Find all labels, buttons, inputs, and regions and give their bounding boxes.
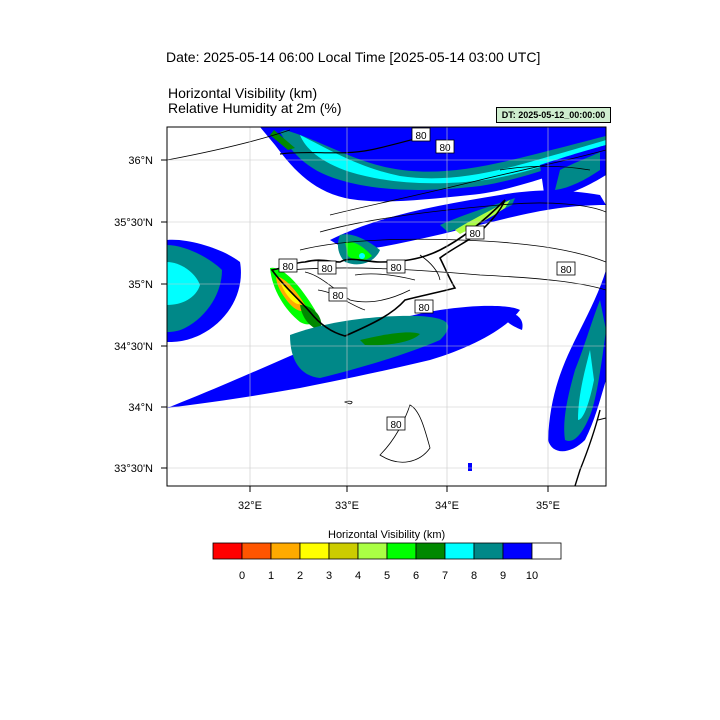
dt-badge: DT: 2025-05-12_00:00:00 [496, 107, 611, 123]
colorbar-swatch [328, 542, 359, 560]
colorbar [212, 542, 562, 560]
contour-label: 80 [321, 264, 333, 275]
lon-label: 33°E [335, 500, 359, 512]
colorbar-swatch [444, 542, 475, 560]
colorbar-swatch [531, 542, 562, 560]
colorbar-tick-label: 5 [383, 570, 391, 582]
colorbar-swatch [386, 542, 417, 560]
colorbar-tick-label: 6 [412, 570, 420, 582]
contour-label: 80 [415, 131, 427, 142]
lon-label: 35°E [536, 500, 560, 512]
colorbar-swatch [502, 542, 533, 560]
colorbar-tick-label: 2 [296, 570, 304, 582]
colorbar-tick-label: 0 [238, 570, 246, 582]
colorbar-swatch [299, 542, 330, 560]
map-field: 80 80 80 80 80 80 80 80 80 80 [167, 127, 606, 486]
lat-label: 34°30'N [114, 341, 153, 353]
colorbar-swatch [241, 542, 272, 560]
variable-label-humidity: Relative Humidity at 2m (%) [168, 100, 342, 116]
contour-label: 80 [282, 262, 294, 273]
contour-label: 80 [332, 291, 344, 302]
lat-label: 35°N [128, 279, 153, 291]
lon-label: 34°E [435, 500, 459, 512]
contour-label: 80 [418, 303, 430, 314]
contour-label: 80 [560, 265, 572, 276]
colorbar-swatch [270, 542, 301, 560]
contour-label: 80 [469, 229, 481, 240]
lat-label: 34°N [128, 402, 153, 414]
colorbar-swatch [357, 542, 388, 560]
graticule [167, 127, 606, 486]
colorbar-swatch [212, 542, 243, 560]
visibility-band-north [260, 127, 606, 202]
variable-label-visibility: Horizontal Visibility (km) [168, 85, 318, 101]
contour-label: 80 [390, 263, 402, 274]
contour-label: 80 [390, 420, 402, 431]
colorbar-tick-label: 4 [354, 570, 362, 582]
colorbar-tick-label: 9 [499, 570, 507, 582]
colorbar-tick-label: 1 [267, 570, 275, 582]
colorbar-swatch [415, 542, 446, 560]
lon-label: 32°E [238, 500, 262, 512]
lat-label: 36°N [128, 155, 153, 167]
colorbar-title: Horizontal Visibility (km) [328, 529, 446, 541]
colorbar-tick-label: 10 [525, 570, 539, 582]
lat-label: 35°30'N [114, 217, 153, 229]
colorbar-tick-label: 8 [470, 570, 478, 582]
contour-label: 80 [439, 143, 451, 154]
lat-label: 33°30'N [114, 463, 153, 475]
date-title: Date: 2025-05-14 06:00 Local Time [2025-… [166, 49, 541, 65]
colorbar-tick-label: 7 [441, 570, 449, 582]
colorbar-tick-label: 3 [325, 570, 333, 582]
map-frame [166, 126, 607, 487]
colorbar-swatch [473, 542, 504, 560]
